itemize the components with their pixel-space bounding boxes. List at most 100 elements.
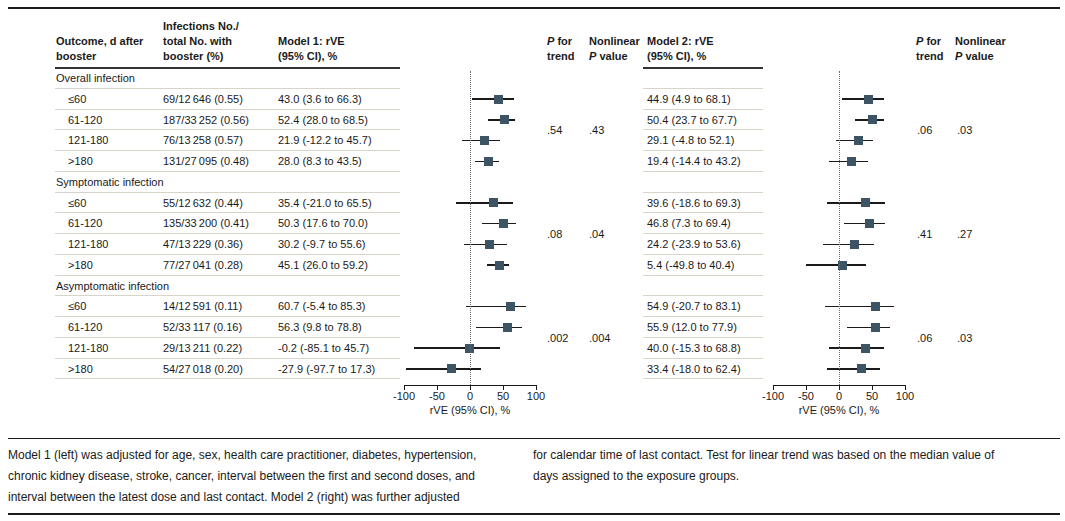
- outcome-cell: ≤60: [68, 296, 86, 317]
- outcome-cell: 61-120: [68, 213, 102, 234]
- point-estimate-marker: [861, 198, 870, 207]
- value-word: value: [962, 50, 993, 62]
- value-word: value: [596, 50, 627, 62]
- point-estimate-marker: [489, 198, 498, 207]
- point-estimate-marker: [864, 95, 873, 104]
- model2-nonlinear-p-value: .03: [957, 330, 972, 346]
- point-estimate-marker: [861, 344, 870, 353]
- point-estimate-marker: [865, 219, 874, 228]
- data-row: ≤6014/12 591 (0.11)60.7 (-5.4 to 85.3)54…: [0, 296, 1065, 317]
- model2-p-trend-value: .06: [917, 122, 932, 138]
- top-rule: [8, 7, 1060, 9]
- footnote-rule: [8, 438, 1060, 439]
- model1-ci-cell: 60.7 (-5.4 to 85.3): [278, 296, 365, 317]
- model1-nonlinear-p-value: .004: [589, 330, 610, 346]
- infections-cell: 77/27 041 (0.28): [163, 255, 243, 276]
- data-row: 61-120187/33 252 (0.56)52.4 (28.0 to 68.…: [0, 110, 1065, 131]
- model2-p-trend-value: .41: [917, 226, 932, 242]
- infections-cell: 187/33 252 (0.56): [163, 110, 249, 131]
- x-axis-title: rVE (95% CI), %: [759, 404, 919, 417]
- point-estimate-marker: [494, 95, 503, 104]
- point-estimate-marker: [850, 240, 859, 249]
- outcome-cell: >180: [68, 255, 93, 276]
- ci-line: [414, 347, 500, 349]
- point-estimate-marker: [847, 157, 856, 166]
- model1-header-line2: (95% CI), %: [278, 49, 345, 64]
- ci-line: [842, 98, 884, 100]
- model2-ci-cell: 44.9 (4.9 to 68.1): [647, 89, 731, 110]
- model1-column-header: Model 1: rVE (95% CI), %: [278, 34, 345, 64]
- outcome-cell: 121-180: [68, 130, 108, 151]
- infections-cell: 135/33 200 (0.41): [163, 213, 249, 234]
- infections-cell: 54/27 018 (0.20): [163, 359, 243, 380]
- model2-ci-cell: 24.2 (-23.9 to 53.6): [647, 234, 741, 255]
- point-estimate-marker: [503, 323, 512, 332]
- ci-line: [827, 202, 885, 204]
- outcome-cell: ≤60: [68, 89, 86, 110]
- model2-ci-cell: 33.4 (-18.0 to 62.4): [647, 359, 741, 380]
- outcome-cell: 61-120: [68, 317, 102, 338]
- model1-nonlinear-p-value: .43: [589, 122, 604, 138]
- model2-ci-cell: 50.4 (23.7 to 67.7): [647, 110, 737, 131]
- model2-ci-cell: 29.1 (-4.8 to 52.1): [647, 130, 734, 151]
- point-estimate-marker: [854, 136, 863, 145]
- point-estimate-marker: [447, 364, 456, 373]
- model2-ci-cell: 19.4 (-14.4 to 43.2): [647, 151, 741, 172]
- nonlinear-word: Nonlinear: [589, 34, 640, 49]
- outcome-cell: 121-180: [68, 234, 108, 255]
- axis-tick-label: 100: [883, 390, 927, 403]
- infections-header-line3: booster (%): [163, 49, 239, 64]
- model2-ci-cell: 55.9 (12.0 to 77.9): [647, 317, 737, 338]
- infections-cell: 55/12 632 (0.44): [163, 193, 243, 214]
- row-separator: [643, 378, 763, 379]
- footnote-line: interval between the latest dose and las…: [8, 487, 476, 508]
- ci-line: [456, 202, 513, 204]
- data-row: 121-180 29/13 211 (0.22) -0.2 (-85.1 to 45…: [0, 338, 1065, 359]
- trend-word: trend: [547, 49, 575, 64]
- infections-cell: 29/13 211 (0.22): [163, 338, 242, 359]
- infections-header-line2: total No. with: [163, 34, 239, 49]
- model1-ci-cell: 52.4 (28.0 to 68.5): [278, 110, 368, 131]
- infections-cell: 131/27 095 (0.48): [163, 151, 249, 172]
- section-row: Overall infection: [0, 68, 1065, 89]
- infections-header-line1: Infections No./: [163, 19, 239, 34]
- ci-line: [827, 368, 880, 370]
- outcome-cell: 121-180: [68, 338, 108, 359]
- infections-cell: 14/12 591 (0.11): [163, 296, 242, 317]
- model1-p-trend-value: .08: [547, 226, 562, 242]
- outcome-cell: >180: [68, 151, 93, 172]
- ci-line: [806, 264, 866, 266]
- model1-ci-cell: 35.4 (-21.0 to 65.5): [278, 193, 372, 214]
- point-estimate-marker: [485, 240, 494, 249]
- model2-nonlinear-p-value: .03: [957, 122, 972, 138]
- model2-column-header: Model 2: rVE (95% CI), %: [647, 34, 714, 64]
- section-label: Asymptomatic infection: [56, 276, 169, 297]
- section-row: Symptomatic infection: [0, 172, 1065, 193]
- model1-p-trend-value: .54: [547, 122, 562, 138]
- bottom-rule: [8, 513, 1060, 515]
- point-estimate-marker: [857, 364, 866, 373]
- model1-ci-cell: -0.2 (-85.1 to 45.7): [278, 338, 369, 359]
- model2-header-line2: (95% CI), %: [647, 49, 714, 64]
- ci-line: [825, 306, 894, 308]
- infections-cell: 47/13 229 (0.36): [163, 234, 243, 255]
- model1-nonlinear-header: Nonlinear P value: [589, 34, 640, 64]
- outcome-cell: >180: [68, 359, 93, 380]
- data-row: 61-12052/33 117 (0.16)56.3 (9.8 to 78.8)…: [0, 317, 1065, 338]
- model1-nonlinear-p-value: .04: [589, 226, 604, 242]
- ci-line: [466, 306, 526, 308]
- model2-p-trend-value: .06: [917, 330, 932, 346]
- axis-tick-label: 100: [514, 390, 558, 403]
- data-row: 61-120135/33 200 (0.41)50.3 (17.6 to 70.…: [0, 213, 1065, 234]
- nonlinear-word: Nonlinear: [955, 34, 1006, 49]
- ci-line: [847, 327, 890, 329]
- for-word: for: [554, 35, 572, 47]
- point-estimate-marker: [484, 157, 493, 166]
- model2-nonlinear-p-value: .27: [957, 226, 972, 242]
- infections-cell: 69/12 646 (0.55): [163, 89, 243, 110]
- model2-ci-cell: 39.6 (-18.6 to 69.3): [647, 193, 741, 214]
- x-axis-title: rVE (95% CI), %: [390, 404, 550, 417]
- model1-header-line1: Model 1: rVE: [278, 34, 345, 49]
- for-word: for: [923, 35, 941, 47]
- data-row: >18054/27 018 (0.20)-27.9 (-97.7 to 17.3…: [0, 359, 1065, 380]
